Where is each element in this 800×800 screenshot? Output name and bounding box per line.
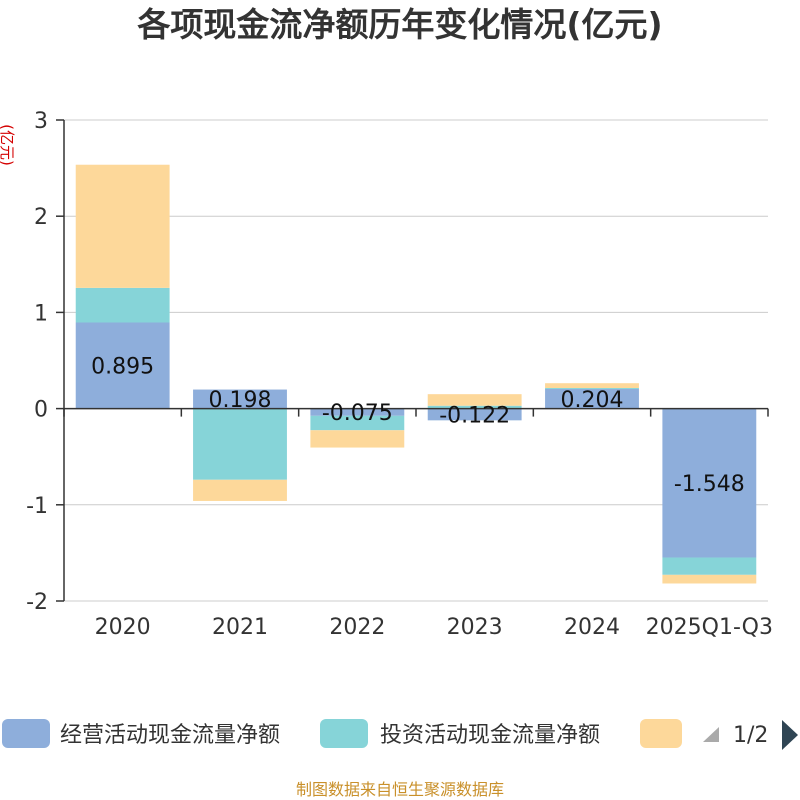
legend-label-investing: 投资活动现金流量净额	[380, 723, 600, 748]
bar-2021-series-0[interactable]	[193, 389, 287, 409]
bar-2023-series-2[interactable]	[427, 394, 522, 406]
chart-title: 各项现金流净额历年变化情况(亿元)	[136, 5, 662, 44]
axes: -2 -1 0 1 2 3 2020 2021 2022 2023 2024 2025Q1-Q3	[26, 109, 773, 640]
bar-2022-series-2[interactable]	[310, 430, 405, 448]
bar-2025Q1-Q3-series-1[interactable]	[662, 557, 757, 575]
legend-swatch-investing	[320, 719, 368, 748]
legend-pager: 1/2	[733, 723, 768, 748]
y-tick-label: 1	[34, 301, 48, 326]
y-tick-label: 3	[34, 109, 48, 134]
triangle-right-icon[interactable]	[782, 720, 798, 750]
bar-2021-series-1[interactable]	[193, 408, 287, 480]
data-label-2022: -0.075	[322, 401, 393, 426]
bar-2025Q1-Q3-series-0[interactable]	[662, 408, 757, 558]
x-tick-label: 2020	[95, 615, 151, 640]
bar-2024-series-0[interactable]	[545, 388, 639, 409]
bar-2024-series-1[interactable]	[545, 388, 639, 389]
source-note: 制图数据来自恒生聚源数据库	[296, 780, 504, 799]
bar-2023-series-1[interactable]	[427, 405, 522, 409]
data-label-2023: -0.122	[439, 403, 510, 428]
bar-2020-series-2[interactable]	[75, 164, 170, 288]
y-axis-label: (亿元)	[0, 124, 16, 166]
y-tick-label: 2	[34, 205, 48, 230]
data-labels: 0.895 0.198 -0.075 -0.122 0.204 -1.548	[91, 355, 745, 498]
legend-item-operating[interactable]: 经营活动现金流量净额	[2, 719, 280, 748]
x-tick-label: 2024	[564, 615, 620, 640]
legend-item-investing[interactable]: 投资活动现金流量净额	[320, 719, 600, 748]
bar-2024-series-2[interactable]	[545, 383, 639, 389]
bar-2021-series-2[interactable]	[193, 479, 287, 501]
bar-2025Q1-Q3-series-2[interactable]	[662, 574, 757, 584]
bar-2020-series-0[interactable]	[75, 322, 170, 409]
data-label-2024: 0.204	[561, 388, 624, 413]
x-tick-label: 2023	[447, 615, 503, 640]
grid-lines	[64, 119, 768, 602]
x-tick-label: 2021	[212, 615, 268, 640]
legend-swatch-operating	[2, 719, 50, 748]
y-tick-label: -1	[26, 494, 48, 519]
legend: 经营活动现金流量净额 投资活动现金流量净额 1/2	[2, 719, 798, 750]
legend-swatch-financing	[640, 719, 682, 748]
bar-2022-series-1[interactable]	[310, 415, 405, 431]
bar-2020-series-1[interactable]	[75, 287, 170, 323]
bars	[75, 164, 757, 584]
bar-2022-series-0[interactable]	[310, 408, 405, 416]
bar-2023-series-0[interactable]	[427, 408, 522, 421]
x-tick-label: 2022	[329, 615, 385, 640]
triangle-left-icon[interactable]	[703, 727, 719, 742]
legend-label-operating: 经营活动现金流量净额	[60, 723, 280, 748]
x-tick-label: 2025Q1-Q3	[646, 615, 773, 640]
legend-item-financing[interactable]	[640, 719, 682, 748]
y-tick-label: 0	[34, 398, 48, 423]
data-label-2020: 0.895	[91, 355, 154, 380]
data-label-2021: 0.198	[209, 388, 272, 413]
y-tick-label: -2	[26, 590, 48, 615]
data-label-2025Q1-Q3: -1.548	[674, 472, 745, 497]
